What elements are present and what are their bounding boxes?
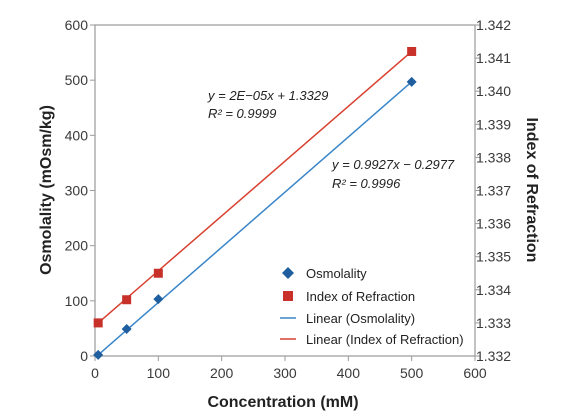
refraction-point xyxy=(93,318,103,328)
legend-linear-osmolality-label: Linear (Osmolality) xyxy=(306,311,415,326)
left-tick-label: 200 xyxy=(65,238,89,254)
osmolality-equation: y = 0.9927x − 0.2977 xyxy=(331,157,455,172)
right-tick-label: 1.333 xyxy=(476,315,511,331)
osmolality-r2: R² = 0.9996 xyxy=(332,176,401,191)
x-tick-label: 400 xyxy=(337,365,361,381)
left-axis: 0 100 200 300 400 500 600 xyxy=(65,17,95,364)
right-tick-label: 1.339 xyxy=(476,116,511,132)
plot-area xyxy=(94,24,476,357)
legend: Osmolality Index of Refraction Linear (O… xyxy=(280,266,464,347)
right-tick-label: 1.341 xyxy=(476,50,511,66)
right-tick-label: 1.335 xyxy=(476,249,511,265)
right-axis: 1.332 1.333 1.334 1.335 1.336 1.337 1.338 1.339… xyxy=(475,17,511,364)
left-tick-label: 100 xyxy=(65,293,89,309)
x-tick-label: 600 xyxy=(463,365,487,381)
right-tick-label: 1.336 xyxy=(476,216,511,232)
refraction-point xyxy=(153,268,163,278)
legend-linear-refraction-label: Linear (Index of Refraction) xyxy=(306,332,464,347)
osmolality-point xyxy=(121,323,132,334)
left-tick-label: 500 xyxy=(65,72,89,88)
x-axis: 0 100 200 300 400 500 600 xyxy=(91,356,487,381)
left-tick-label: 600 xyxy=(65,17,89,33)
osmolality-point xyxy=(93,349,104,360)
x-tick-label: 500 xyxy=(400,365,424,381)
legend-osmolality-marker xyxy=(282,267,294,279)
refraction-point xyxy=(407,46,417,56)
left-tick-label: 300 xyxy=(65,183,89,199)
plot-frame xyxy=(94,24,476,357)
trendlines xyxy=(97,50,413,356)
right-tick-label: 1.340 xyxy=(476,83,511,99)
refraction-r2: R² = 0.9999 xyxy=(208,106,276,121)
data-markers xyxy=(93,46,417,360)
right-tick-label: 1.332 xyxy=(476,348,511,364)
trendline-osmolality xyxy=(97,81,413,356)
y-axis-title: Osmolality (mOsm/kg) xyxy=(38,105,55,275)
osmolality-point xyxy=(153,294,164,305)
legend-refraction-label: Index of Refraction xyxy=(306,289,415,304)
osmolality-point xyxy=(406,76,417,87)
right-tick-label: 1.342 xyxy=(476,17,511,33)
right-tick-label: 1.334 xyxy=(476,282,511,298)
x-tick-label: 300 xyxy=(273,365,297,381)
legend-osmolality-label: Osmolality xyxy=(306,266,367,281)
trendline-refraction xyxy=(97,50,413,324)
refraction-equation: y = 2E−05x + 1.3329 xyxy=(207,88,328,103)
left-tick-label: 0 xyxy=(80,348,88,364)
right-tick-label: 1.338 xyxy=(476,149,511,165)
x-axis-title: Concentration (mM) xyxy=(207,394,358,411)
refraction-point xyxy=(122,295,132,305)
right-tick-label: 1.337 xyxy=(476,183,511,199)
y2-axis-title: Index of Refraction xyxy=(523,118,540,263)
legend-refraction-marker xyxy=(283,291,293,301)
x-tick-label: 0 xyxy=(91,365,99,381)
x-tick-label: 200 xyxy=(210,365,234,381)
left-tick-label: 400 xyxy=(65,127,89,143)
x-tick-label: 100 xyxy=(147,365,171,381)
